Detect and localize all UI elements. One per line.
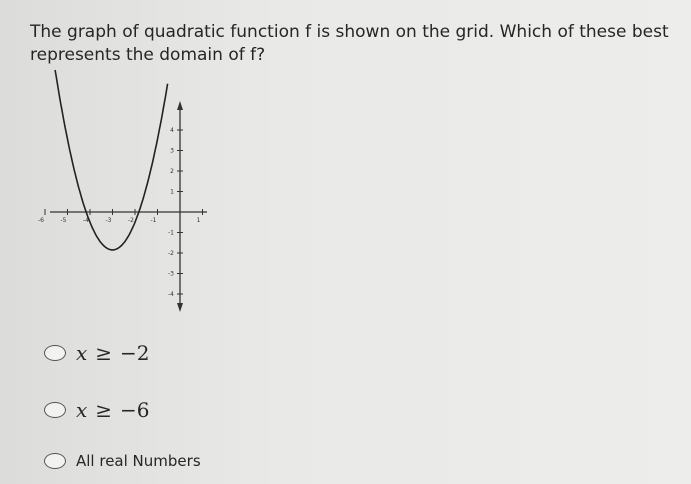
x-tick-label: -1: [151, 217, 157, 224]
number: −6: [120, 398, 150, 422]
y-tick-label: 2: [170, 168, 174, 175]
variable: x: [76, 341, 88, 365]
x-tick-label: -4: [83, 217, 89, 224]
y-tick-label: -1: [168, 230, 174, 237]
arrowhead: [177, 101, 183, 110]
question-line: represents the domain of f?: [30, 45, 266, 65]
y-tick-label: -3: [168, 271, 174, 278]
x-tick-label: -6: [38, 217, 44, 224]
radio-button[interactable]: [44, 402, 66, 418]
x-tick-label: 1: [197, 217, 201, 224]
x-tick-label: -5: [61, 217, 67, 224]
answer-option[interactable]: All real Numbers: [44, 448, 201, 474]
x-tick-label: -2: [128, 217, 134, 224]
question-line: The graph of quadratic function f is sho…: [30, 22, 669, 42]
parabola: [54, 69, 169, 251]
y-tick-label: 3: [170, 148, 174, 155]
relation: ≥: [95, 398, 113, 422]
arrowhead: [177, 303, 183, 312]
radio-button[interactable]: [44, 345, 66, 361]
y-tick-label: -4: [168, 291, 174, 298]
radio-button[interactable]: [44, 453, 66, 469]
x-tick-label: -3: [106, 217, 112, 224]
answer-option[interactable]: x ≥ −2: [44, 340, 150, 366]
variable: x: [76, 398, 88, 422]
y-tick-label: -2: [168, 250, 174, 257]
answer-option[interactable]: x ≥ −6: [44, 397, 150, 423]
y-tick-label: 1: [170, 189, 174, 196]
number: −2: [120, 341, 150, 365]
y-tick-label: 4: [170, 127, 174, 134]
relation: ≥: [95, 341, 113, 365]
option-text: All real Numbers: [76, 452, 201, 470]
